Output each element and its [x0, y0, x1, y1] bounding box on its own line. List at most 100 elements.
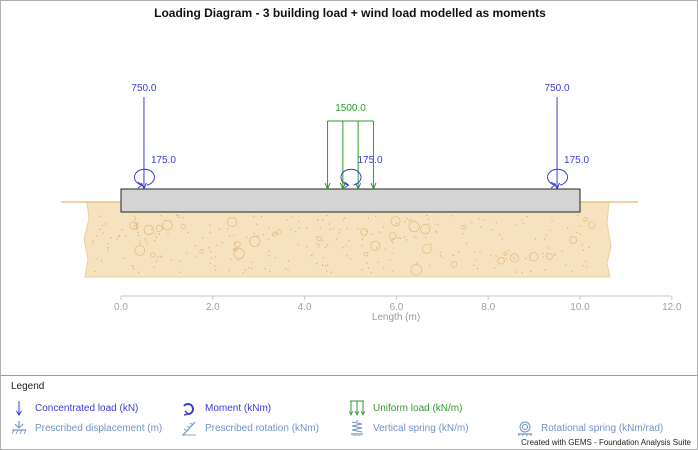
soil-grain [521, 272, 523, 274]
soil-grain [107, 249, 109, 251]
soil [61, 201, 638, 278]
soil-grain [349, 258, 352, 260]
soil-grain [96, 258, 99, 260]
soil-grain [522, 222, 524, 225]
soil-grain [471, 221, 473, 224]
soil-grain [392, 270, 394, 272]
soil-grain [399, 237, 402, 239]
soil-grain [346, 255, 348, 257]
soil-grain [116, 238, 119, 240]
soil-grain [357, 228, 359, 230]
soil-grain [588, 246, 590, 248]
soil-grain [202, 237, 204, 239]
soil-grain [286, 219, 288, 221]
soil-grain [170, 259, 172, 261]
soil-grain [427, 218, 429, 221]
soil-grain [318, 246, 320, 248]
soil-grain [534, 238, 537, 240]
soil-grain [396, 222, 398, 224]
soil-grain [408, 220, 410, 222]
soil-grain [545, 234, 547, 236]
soil-grain [153, 266, 155, 268]
soil-grain [99, 215, 101, 218]
soil-grain [291, 216, 293, 218]
legend-label: Vertical spring (kN/m) [373, 423, 469, 434]
soil-pebble [509, 253, 520, 263]
x-tick-label: 2.0 [206, 302, 220, 313]
soil-grain [156, 260, 158, 262]
soil-grain [327, 264, 329, 266]
soil-grain [566, 227, 569, 229]
soil-grain [582, 265, 584, 267]
soil-grain [579, 233, 581, 235]
soil-grain [361, 244, 363, 247]
soil-grain [179, 271, 181, 273]
uniform-load-arrowhead [339, 182, 346, 191]
soil-grain [207, 247, 210, 249]
soil-grain [306, 227, 308, 229]
soil-pebble [461, 224, 467, 230]
soil-grain [229, 235, 231, 237]
soil-grain [110, 236, 112, 239]
concentrated-load-label: 750.0 [131, 83, 156, 94]
soil-grain [317, 219, 319, 221]
soil-grain [383, 267, 385, 269]
soil-grain [298, 227, 301, 229]
soil-grain [158, 233, 160, 235]
soil-grain [501, 238, 503, 240]
moment: 175.0 [133, 155, 176, 189]
moment: 175.0 [547, 155, 590, 189]
soil-grain [576, 214, 579, 216]
soil-grain [367, 266, 370, 269]
soil-grain [345, 245, 347, 247]
soil-grain [274, 257, 276, 259]
uniform-load-icon [349, 400, 365, 416]
soil-grain [268, 227, 270, 230]
soil-grain [322, 239, 324, 242]
soil-grain [246, 236, 248, 239]
soil-grain [544, 269, 546, 271]
soil-grain [565, 264, 567, 266]
soil-grain [94, 271, 96, 273]
soil-grain [257, 235, 259, 237]
soil-grain [342, 219, 345, 222]
soil-pebble [390, 216, 401, 227]
soil-grain [435, 223, 437, 225]
soil-pebble [503, 251, 508, 256]
soil-grain [209, 250, 211, 253]
soil-grain [330, 271, 332, 274]
soil-grain [322, 219, 324, 221]
soil-grain [378, 231, 380, 233]
soil-grain [102, 232, 104, 234]
soil-grain [429, 264, 431, 267]
soil-grain [439, 255, 442, 257]
soil-pebble [150, 252, 156, 258]
soil-grain [178, 216, 180, 218]
soil-grain [157, 256, 159, 258]
moment-arrowhead [344, 181, 350, 189]
soil-grain [326, 244, 329, 246]
soil-grain [561, 250, 563, 252]
soil-grain [186, 252, 188, 254]
soil-grain [332, 228, 334, 230]
soil-grain [391, 252, 393, 254]
soil-grain [104, 223, 107, 225]
soil-grain [554, 254, 556, 256]
soil-grain [253, 232, 255, 234]
soil-grain [256, 223, 258, 225]
soil-pebble [497, 256, 505, 265]
soil-grain [391, 239, 393, 242]
soil-grain [244, 269, 247, 271]
soil-grain [134, 218, 136, 220]
soil-grain [237, 259, 239, 261]
soil-grain [344, 217, 346, 219]
soil-grain [403, 236, 405, 238]
soil-grain [338, 232, 340, 234]
soil-pebble [388, 232, 397, 240]
soil-grain [403, 221, 406, 223]
soil-grain [322, 257, 324, 259]
soil-grain [339, 228, 341, 231]
legend-label: Moment (kNm) [205, 403, 272, 414]
uniform-load-arrowhead [355, 182, 362, 191]
soil-grain [436, 231, 438, 233]
